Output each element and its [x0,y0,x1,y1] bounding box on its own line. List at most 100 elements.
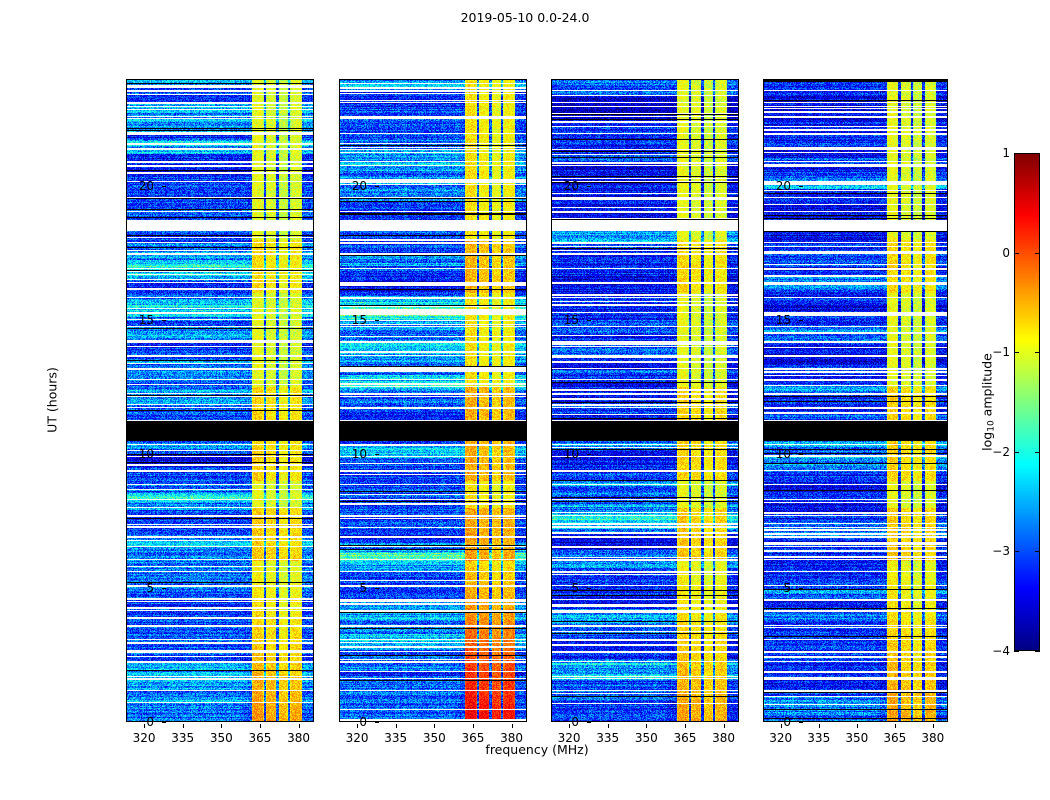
x-tick-label: 320 [132,731,156,745]
y-tick-label: 15 [138,313,154,328]
colorbar-tick-label: 0 [1002,245,1010,260]
y-tick-label: 0 [359,715,367,729]
y-tick-label: 5 [571,581,579,596]
y-tick-label: 20 [351,179,367,194]
x-tick-label: 320 [769,731,793,745]
y-tick-mark [162,454,166,456]
spectrum-panel-yx[interactable]: 0 5 10 15 20 320 335 350 365 380 [763,79,948,745]
x-axis-label: frequency (MHz) [485,742,589,757]
colorbar-gradient [1014,153,1040,651]
x-tick-label: 365 [248,731,272,745]
x-tick-mark [298,724,300,728]
x-tick-label: 320 [345,731,369,745]
x-tick-mark [894,724,896,728]
y-tick-label: 15 [351,313,367,328]
colorbar-tick-label: −2 [992,444,1010,459]
x-tick-mark [723,724,725,728]
colorbar-label-suffix: amplitude [979,353,995,421]
x-tick-label: 350 [845,731,869,745]
x-tick-mark [511,724,513,728]
y-tick-label: 10 [563,447,579,462]
x-tick-label: 380 [287,731,310,745]
x-tick-mark [144,724,146,728]
colorbar-tick-label: −3 [992,544,1010,559]
x-tick-label: 380 [712,731,735,745]
y-tick-label: 0 [783,715,791,729]
x-tick-label: 380 [921,731,945,745]
y-tick-label: 20 [563,179,579,194]
y-tick-mark [799,186,803,188]
y-tick-mark [375,454,379,456]
y-tick-label: 5 [359,581,367,596]
x-tick-mark [221,724,223,728]
x-tick-label: 350 [422,731,446,745]
y-axis-label: UT (hours) [44,367,60,433]
x-tick-mark [646,724,648,728]
x-tick-mark [259,724,261,728]
y-axis-ticks: 0 5 10 15 20 [118,79,166,729]
colorbar-label: log10 amplitude [979,353,996,451]
y-tick-label: 20 [138,179,154,194]
x-tick-mark [472,724,474,728]
y-tick-label: 0 [571,715,579,729]
x-tick-mark [684,724,686,728]
colorbar-tick-mark [1014,252,1019,254]
colorbar-tick-mark [1014,451,1019,453]
x-axis-ticks: 320 335 350 365 380 [551,724,739,754]
dynamic-spectrum-image [551,79,739,722]
y-axis-ticks: 0 5 10 15 20 [331,79,379,729]
x-tick-label: 335 [596,731,620,745]
colorbar-tick-mark [1035,651,1040,652]
x-tick-mark [357,724,359,728]
x-tick-mark [818,724,820,728]
y-tick-mark [375,588,379,590]
spectrum-panel-xy[interactable]: 0 5 10 15 20 320 335 350 365 380 [551,79,739,745]
x-tick-mark [856,724,858,728]
colorbar-tick-mark [1035,352,1040,354]
colorbar-tick-mark [1014,352,1019,354]
y-tick-mark [587,454,591,456]
y-axis-ticks: 0 5 10 15 20 [755,79,803,729]
x-tick-mark [569,724,571,728]
x-tick-label: 350 [634,731,658,745]
y-tick-mark [799,588,803,590]
x-tick-mark [434,724,436,728]
colorbar-tick-mark [1014,551,1019,553]
y-tick-label: 10 [351,447,367,462]
dynamic-spectrum-image [339,79,527,722]
y-tick-mark [587,588,591,590]
y-tick-label: 20 [775,179,791,194]
y-tick-label: 15 [563,313,579,328]
y-tick-label: 10 [775,447,791,462]
spectrum-panel-xx[interactable]: 0 5 10 15 20 320 335 350 365 380 [126,79,314,745]
x-tick-label: 335 [807,731,831,745]
y-tick-mark [799,320,803,322]
y-tick-mark [375,320,379,322]
x-axis-ticks: 320 335 350 365 380 [763,724,948,754]
x-tick-label: 320 [557,731,581,745]
x-tick-mark [932,724,934,728]
colorbar: −4 −3 −2 −1 0 1 [992,146,1040,658]
x-tick-label: 365 [461,731,485,745]
y-tick-mark [162,186,166,188]
x-tick-mark [780,724,782,728]
y-tick-mark [375,722,379,723]
x-tick-label: 380 [500,731,523,745]
y-tick-mark [162,722,166,723]
y-tick-mark [799,722,803,723]
spectrum-panel-yy[interactable]: 0 5 10 15 20 320 335 350 365 380 [339,79,527,745]
colorbar-tick-mark [1035,451,1040,453]
x-tick-mark [395,724,397,728]
x-tick-label: 350 [209,731,233,745]
x-tick-mark [607,724,609,728]
colorbar-frame [1014,153,1040,651]
y-axis-ticks: 0 5 10 15 20 [543,79,591,729]
dynamic-spectrum-image [126,79,314,722]
colorbar-label-subscript: 10 [986,420,997,432]
x-tick-label: 365 [673,731,697,745]
colorbar-tick-mark [1014,153,1019,154]
colorbar-tick-mark [1035,153,1040,154]
colorbar-tick-label: −1 [992,345,1010,360]
y-tick-label: 5 [146,581,154,596]
